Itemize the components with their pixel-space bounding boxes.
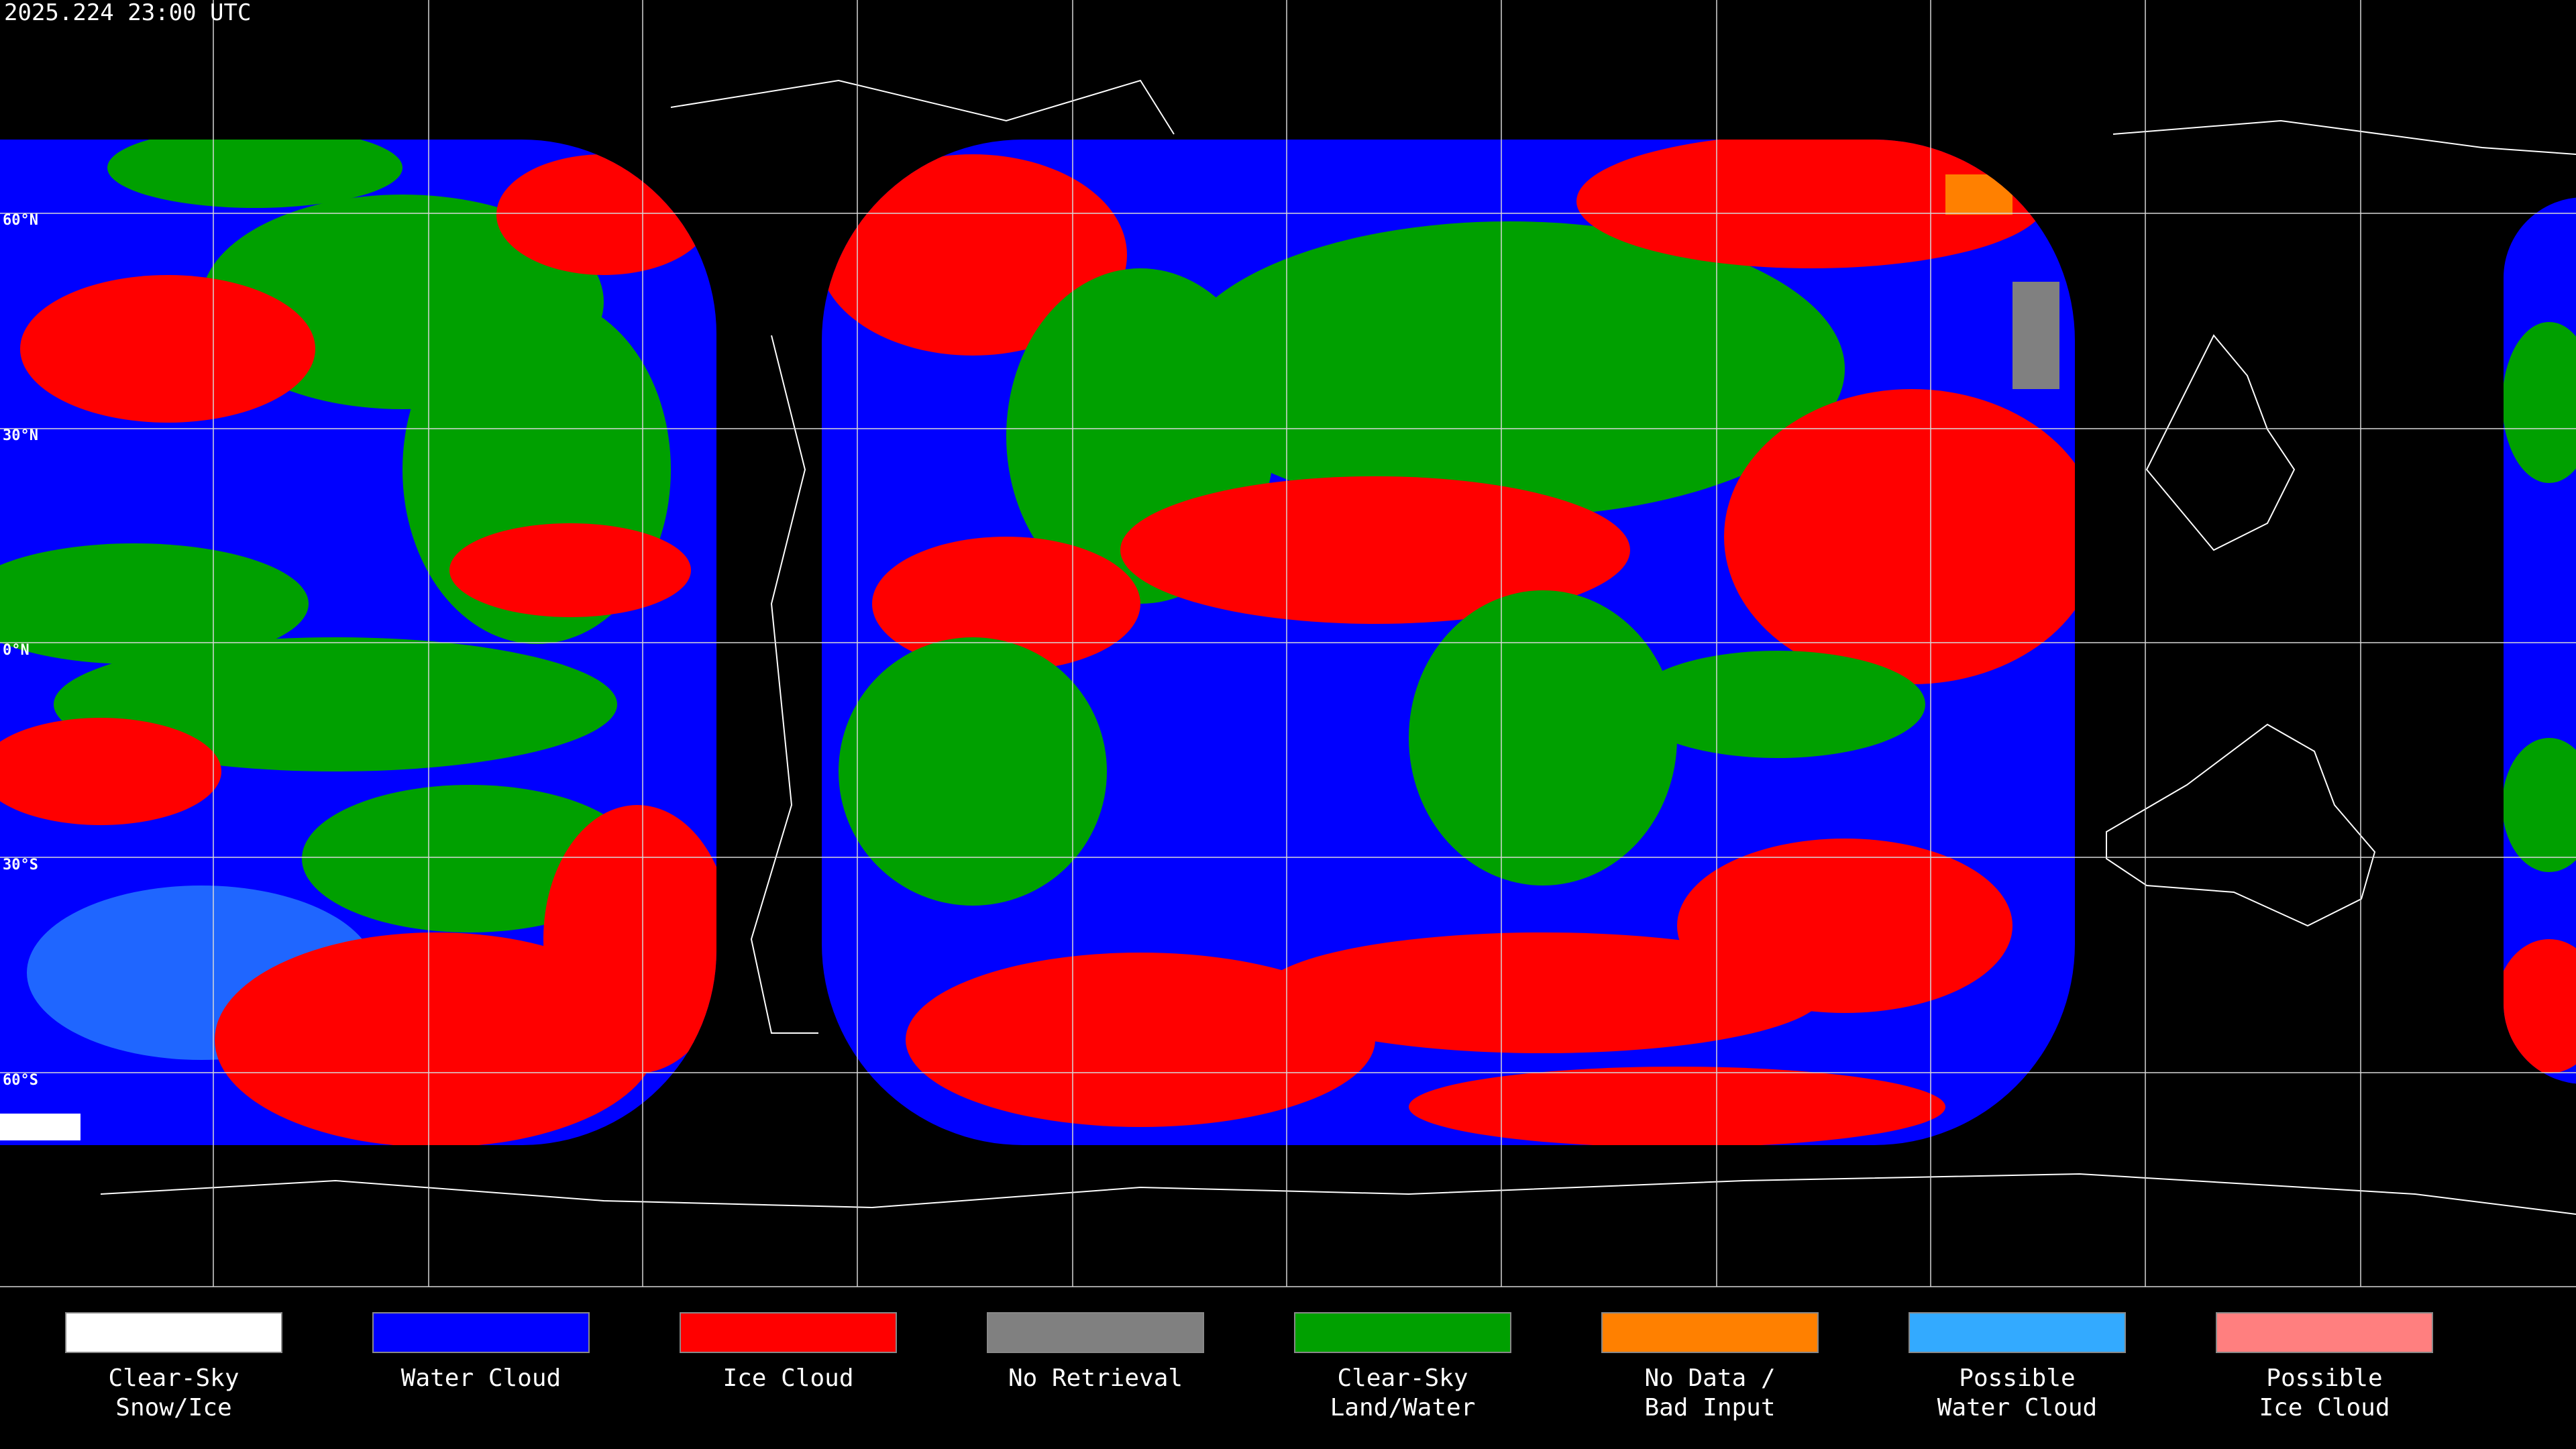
legend-label: Water Cloud (1937, 1394, 2097, 1421)
legend-swatch (987, 1312, 1204, 1353)
legend-label: Water Cloud (401, 1364, 561, 1392)
legend-label: Clear-Sky (108, 1364, 239, 1392)
legend-label: Snow/Ice (115, 1394, 231, 1421)
satellite-disk-west (0, 140, 716, 1145)
legend-label: Clear-Sky (1337, 1364, 1468, 1392)
timestamp: 2025.224 23:00 UTC (4, 0, 251, 26)
legend-label: No Retrieval (1008, 1364, 1183, 1392)
latitude-label: 0°N (3, 642, 30, 659)
legend-swatch (680, 1312, 897, 1353)
coastlines (100, 79, 2576, 1215)
satellite-disk-central (822, 140, 2075, 1145)
graticule (0, 0, 2576, 1287)
legend-swatch (1601, 1312, 1819, 1353)
legend-label: Ice Cloud (2259, 1394, 2390, 1421)
satellite-disk-east (2504, 197, 2576, 1084)
latitude-label: 30°S (3, 857, 38, 873)
latitude-label: 60°N (3, 212, 38, 229)
legend-swatch (1909, 1312, 2126, 1353)
legend-label: No Data / (1644, 1364, 1775, 1392)
legend-label: Bad Input (1644, 1394, 1775, 1421)
latitude-label: 60°S (3, 1072, 38, 1089)
legend-label: Land/Water (1330, 1394, 1476, 1421)
latitude-label: 30°N (3, 427, 38, 444)
legend-swatch (1294, 1312, 1511, 1353)
legend-label: Ice Cloud (722, 1364, 853, 1392)
legend-swatch (372, 1312, 590, 1353)
legend-label: Possible (2266, 1364, 2382, 1392)
latitude-labels: 60°N 30°N 0°N 30°S 60°S (3, 212, 38, 1089)
legend-swatch (2216, 1312, 2433, 1353)
legend-label: Possible (1959, 1364, 2075, 1392)
legend-swatch (65, 1312, 282, 1353)
